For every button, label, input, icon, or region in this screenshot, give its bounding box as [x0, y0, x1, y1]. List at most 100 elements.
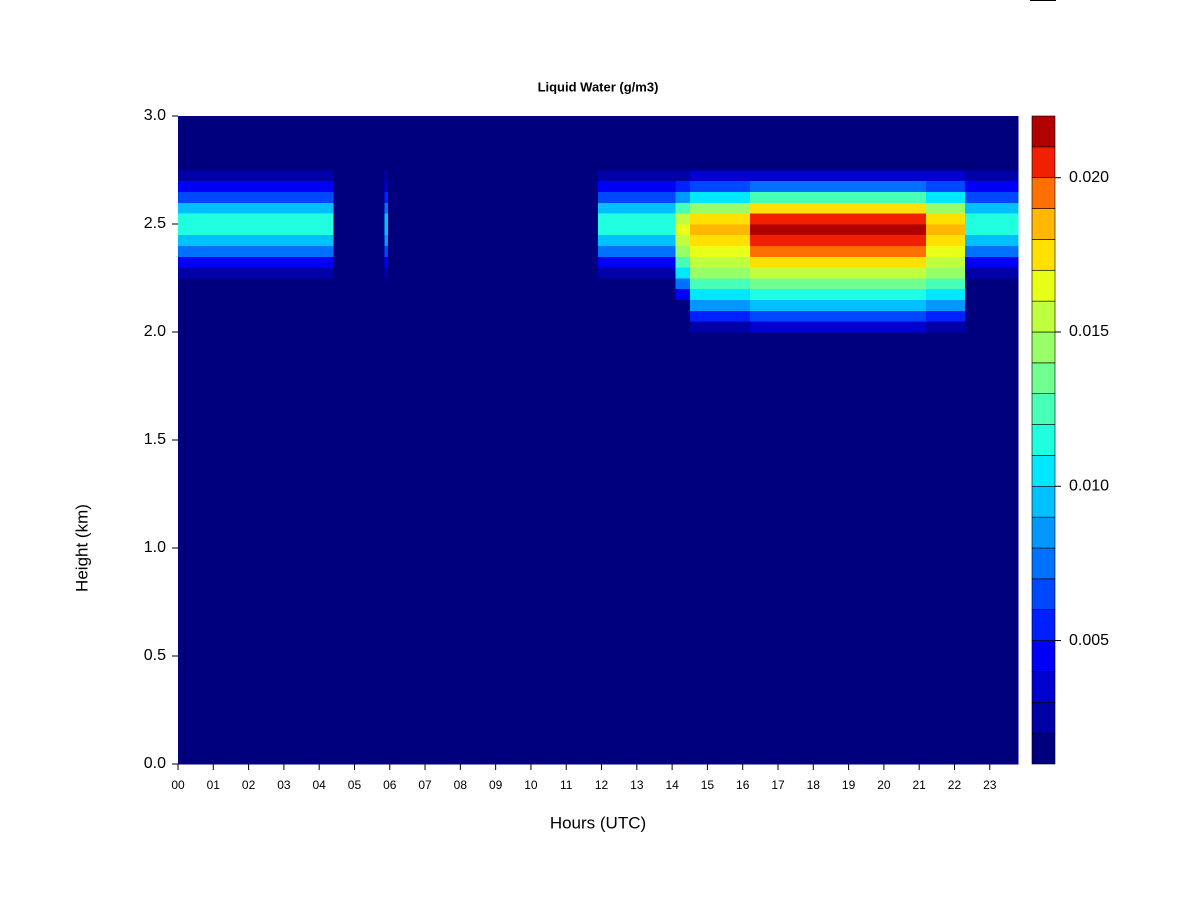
heatmap-cell	[333, 224, 385, 236]
colorbar-band	[1031, 547, 1056, 580]
heatmap-cell	[926, 288, 966, 300]
heatmap-cell	[384, 288, 389, 300]
heatmap-cell	[749, 256, 927, 268]
heatmap-cell	[388, 202, 599, 214]
colorbar-tick-label: 0.015	[1069, 323, 1109, 340]
heatmap-cell	[598, 245, 677, 257]
heatmap-cell	[333, 245, 385, 257]
heatmap-cell	[384, 116, 389, 171]
heatmap-cell	[689, 170, 751, 182]
heatmap-cell	[384, 267, 389, 279]
x-tick-label: 07	[418, 778, 432, 792]
x-tick-label: 11	[560, 778, 573, 792]
y-tick-label: 1.5	[144, 431, 166, 448]
heatmap-cell	[388, 310, 599, 322]
heatmap-cell	[689, 213, 751, 225]
heatmap-cell	[926, 310, 966, 322]
x-tick-label: 03	[277, 778, 291, 792]
heatmap-cell	[926, 245, 966, 257]
heatmap-cell	[388, 256, 599, 268]
heatmap-cell	[675, 191, 691, 203]
heatmap-cell	[178, 299, 334, 311]
heatmap-cell	[749, 267, 927, 279]
y-tick-label: 1.0	[144, 539, 166, 556]
heatmap-cell	[926, 213, 966, 225]
heatmap-cell	[965, 321, 1019, 333]
x-tick-label: 01	[207, 778, 221, 792]
heatmap-cell	[333, 202, 385, 214]
heatmap-cell	[333, 234, 385, 246]
heatmap-cell	[689, 256, 751, 268]
heatmap-cell	[749, 332, 927, 765]
heatmap-cell	[178, 267, 334, 279]
heatmap-cell	[689, 180, 751, 192]
heatmap-cell	[333, 191, 385, 203]
heatmap-cell	[965, 170, 1019, 182]
heatmap-cell	[384, 234, 389, 246]
heatmap-cell	[384, 321, 389, 333]
heatmap-cell	[333, 288, 385, 300]
heatmap-cell	[178, 170, 334, 182]
heatmap-cell	[388, 321, 599, 333]
heatmap-cell	[965, 267, 1019, 279]
heatmap-cell	[598, 278, 677, 290]
heatmap-cell	[178, 213, 334, 225]
heatmap-cell	[926, 267, 966, 279]
colorbar-band	[1031, 269, 1056, 302]
colorbar-band	[1031, 671, 1056, 703]
colorbar-band	[1031, 146, 1056, 179]
heatmap-cell	[388, 278, 599, 290]
colorbar-band	[1031, 300, 1056, 333]
heatmap-cell	[689, 278, 751, 290]
heatmap-cell	[384, 278, 389, 290]
y-tick-label: 2.0	[144, 323, 166, 340]
x-tick-label: 18	[807, 778, 821, 792]
colorbar-band	[1031, 732, 1056, 765]
heatmap-cell	[965, 116, 1019, 171]
x-tick-label: 20	[877, 778, 891, 792]
y-tick-label: 3.0	[144, 107, 166, 124]
heatmap-cell	[178, 191, 334, 203]
heatmap-cell	[965, 202, 1019, 214]
heatmap-cell	[598, 310, 677, 322]
heatmap-cell	[178, 180, 334, 192]
heatmap-cell	[965, 310, 1019, 322]
heatmap-cell	[388, 180, 599, 192]
heatmap-cell	[965, 191, 1019, 203]
heatmap-cell	[689, 267, 751, 279]
heatmap-cell	[749, 310, 927, 322]
heatmap-cell	[749, 116, 927, 171]
heatmap-cell	[749, 202, 927, 214]
x-tick-label: 04	[312, 778, 326, 792]
heatmap-cell	[598, 116, 677, 171]
colorbar-band	[1031, 455, 1056, 487]
heatmap-cell	[926, 202, 966, 214]
heatmap-cell	[333, 278, 385, 290]
x-tick-label: 10	[524, 778, 538, 792]
heatmap-cell	[675, 256, 691, 268]
heatmap-cell	[388, 170, 599, 182]
colorbar-band	[1031, 177, 1056, 209]
heatmap-cell	[689, 288, 751, 300]
colorbar-tick-label: 0.010	[1069, 478, 1109, 495]
heatmap-cell	[384, 170, 389, 182]
x-tick-label: 02	[242, 778, 256, 792]
heatmap-cell	[384, 202, 389, 214]
heatmap-cell	[926, 180, 966, 192]
heatmap-cell	[178, 234, 334, 246]
heatmap-cell	[749, 234, 927, 246]
heatmap-cell	[598, 170, 677, 182]
x-tick-label: 06	[383, 778, 397, 792]
heatmap-cell	[675, 332, 691, 765]
heatmap-cell	[333, 116, 385, 171]
heatmap-cell	[178, 256, 334, 268]
heatmap-cell	[384, 332, 389, 765]
heatmap-cell	[689, 321, 751, 333]
x-tick-label: 16	[736, 778, 750, 792]
heatmap-cell	[926, 278, 966, 290]
heatmap-cell	[689, 202, 751, 214]
heatmap-cell	[675, 245, 691, 257]
heatmap-cell	[384, 213, 389, 225]
colorbar-band	[1031, 485, 1056, 518]
